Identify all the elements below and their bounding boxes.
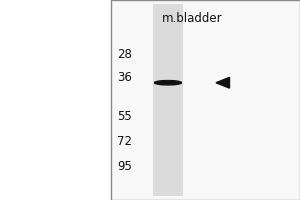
Text: 36: 36 bbox=[117, 71, 132, 84]
Bar bbox=[153, 4, 183, 196]
Polygon shape bbox=[216, 77, 230, 88]
Text: 95: 95 bbox=[117, 160, 132, 173]
Bar bbox=[111, 0, 300, 200]
Text: m.bladder: m.bladder bbox=[162, 12, 222, 25]
Text: 72: 72 bbox=[117, 135, 132, 148]
Text: 28: 28 bbox=[117, 48, 132, 61]
Ellipse shape bbox=[154, 81, 182, 85]
Text: 55: 55 bbox=[117, 110, 132, 123]
